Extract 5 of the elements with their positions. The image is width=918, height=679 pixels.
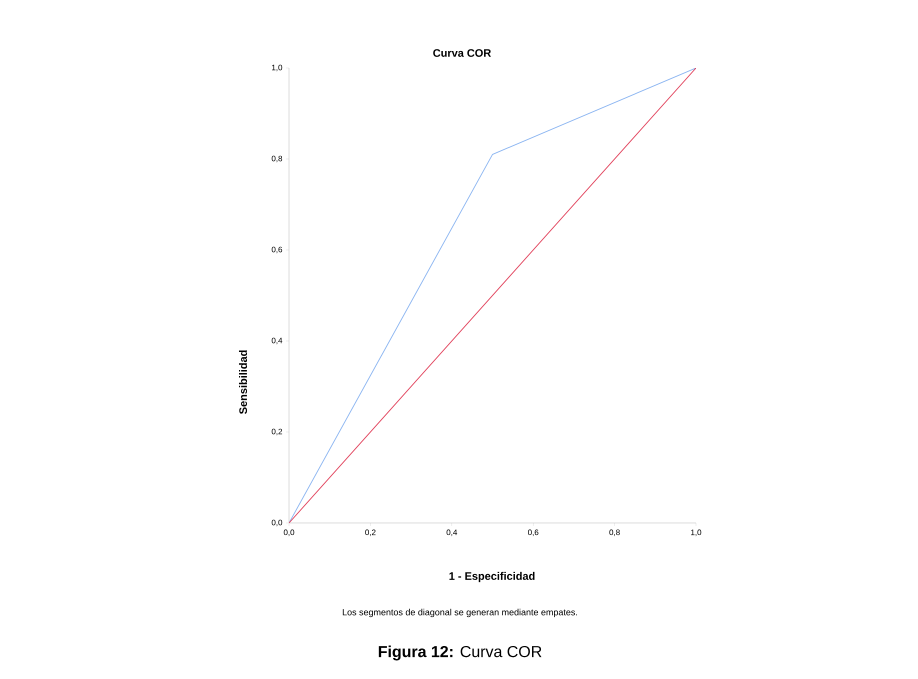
x-axis-title: 1 - Especificidad bbox=[449, 572, 535, 582]
chart-title: Curva COR bbox=[433, 49, 491, 57]
y-axis-title: Sensibilidad bbox=[238, 350, 248, 414]
text: Los segmentos de diagonal se generan mediante empates. bbox=[342, 608, 578, 618]
text: Figura 12: Curva COR bbox=[378, 646, 542, 660]
